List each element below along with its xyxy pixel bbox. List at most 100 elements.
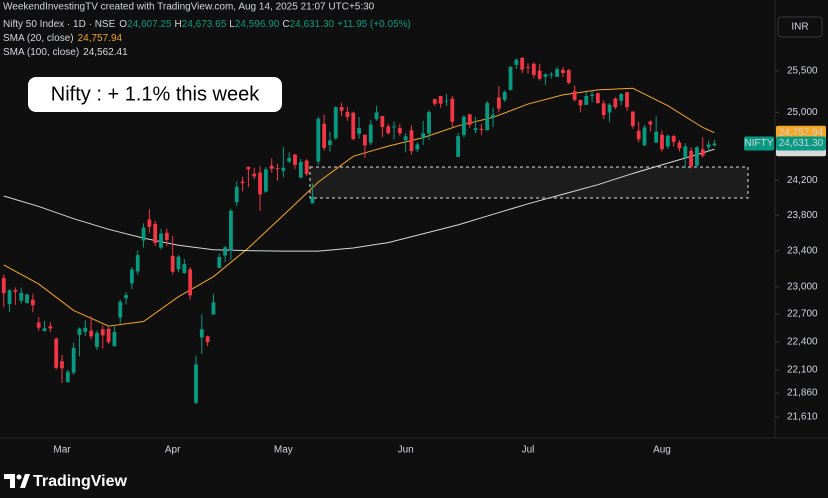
candle-body <box>572 91 577 100</box>
candle-body <box>421 133 426 139</box>
candle-body <box>671 135 676 142</box>
candle-body <box>607 104 612 113</box>
candle-body <box>310 197 315 204</box>
series-value: 24,757.94 <box>78 33 123 44</box>
candle-body <box>456 136 460 157</box>
candle-body <box>514 59 519 65</box>
candle-body <box>630 111 635 127</box>
candle-body <box>211 302 216 315</box>
candle-body <box>403 136 408 141</box>
candle-body <box>89 330 94 337</box>
series-name: SMA (100, close) <box>3 47 79 58</box>
brand-logo <box>4 474 30 488</box>
candle-body <box>409 130 414 151</box>
currency[interactable]: INR <box>791 22 808 33</box>
candle-body <box>386 126 391 134</box>
candle-body <box>339 107 344 111</box>
ohlc-key: H <box>175 19 182 30</box>
price-label-box <box>776 125 826 140</box>
candle-body <box>590 94 594 97</box>
candle-body <box>467 114 472 125</box>
candle-body <box>397 128 402 134</box>
candle-body <box>555 69 560 77</box>
candle-body <box>438 96 443 104</box>
candle-body <box>293 154 297 165</box>
candle-body <box>83 327 88 332</box>
ohlc-key: C <box>282 19 289 30</box>
y-tick-label: 24,200 <box>787 175 818 186</box>
candle-body <box>642 127 647 146</box>
candle-body <box>36 322 41 328</box>
logo-dot <box>16 474 22 480</box>
candle-body <box>374 112 379 120</box>
candle-body <box>654 131 659 143</box>
candle-body <box>689 150 693 167</box>
candle-body <box>246 166 251 170</box>
y-tick-label: 25,000 <box>787 107 818 118</box>
candle-body <box>660 134 664 150</box>
price-label: 24,757.94 <box>779 127 824 138</box>
candle-body <box>170 255 175 272</box>
candle-body <box>496 97 501 109</box>
ohlc-value: 24,631.30 <box>290 19 335 30</box>
candle-body <box>537 70 542 79</box>
x-tick-label: Aug <box>653 445 671 456</box>
ohlc-value: 24,673.65 <box>182 19 227 30</box>
candle-body <box>357 128 361 134</box>
candle-body <box>450 98 455 122</box>
candle-body <box>106 328 111 343</box>
candle-body <box>199 329 204 338</box>
candle-body <box>462 116 466 135</box>
candle-body <box>124 295 128 299</box>
candle-body <box>164 232 169 241</box>
candle-body <box>182 264 187 274</box>
y-tick-label: 21,610 <box>787 412 818 423</box>
candle-body <box>520 57 525 70</box>
candle-body <box>258 172 262 195</box>
candle-body <box>415 144 420 150</box>
candle-body <box>473 128 478 131</box>
candle-body <box>380 116 385 127</box>
candle-body <box>159 233 163 248</box>
y-tick-label: 23,800 <box>787 210 818 221</box>
candle-body <box>48 326 53 329</box>
candle-body <box>625 92 629 108</box>
series-value: 24,562.41 <box>83 47 128 58</box>
change: +11.95 (+0.05%) <box>337 19 411 30</box>
candle-body <box>648 121 653 125</box>
candle-body <box>287 157 292 162</box>
ohlc-value: 24,596.90 <box>235 19 280 30</box>
logo-shape <box>4 474 15 488</box>
candle-body <box>578 99 583 106</box>
candle-body <box>706 144 711 148</box>
candle-body <box>316 118 321 162</box>
candle-body <box>368 124 373 143</box>
candle-body <box>42 328 47 332</box>
candle-body <box>252 173 257 177</box>
candle-body <box>240 181 245 184</box>
brand: TradingView <box>33 473 128 490</box>
candle-body <box>147 219 152 227</box>
candle-body <box>549 74 554 76</box>
candle-body <box>30 299 35 306</box>
candle-body <box>566 70 571 83</box>
x-tick-label: Apr <box>165 445 181 456</box>
annotation: Nifty : + 1.1% this week <box>51 83 260 105</box>
candle-body <box>275 168 280 170</box>
price-label: 24,631.30 <box>779 138 824 149</box>
candle-body <box>531 63 536 75</box>
candle-body <box>130 269 134 284</box>
candle-body <box>7 290 12 305</box>
currency-button[interactable] <box>777 16 823 38</box>
candle-body <box>25 294 29 303</box>
series-legend: SMA (100, close) 24,562.41 <box>3 47 128 58</box>
candle-body <box>194 364 198 403</box>
x-tick-label: Mar <box>53 445 71 456</box>
y-tick-label: 22,100 <box>787 365 818 376</box>
candle-body <box>13 290 18 292</box>
candle-body <box>677 142 682 149</box>
candle-body <box>205 336 210 343</box>
candle-body <box>322 123 327 148</box>
x-tick-label: May <box>274 445 293 456</box>
